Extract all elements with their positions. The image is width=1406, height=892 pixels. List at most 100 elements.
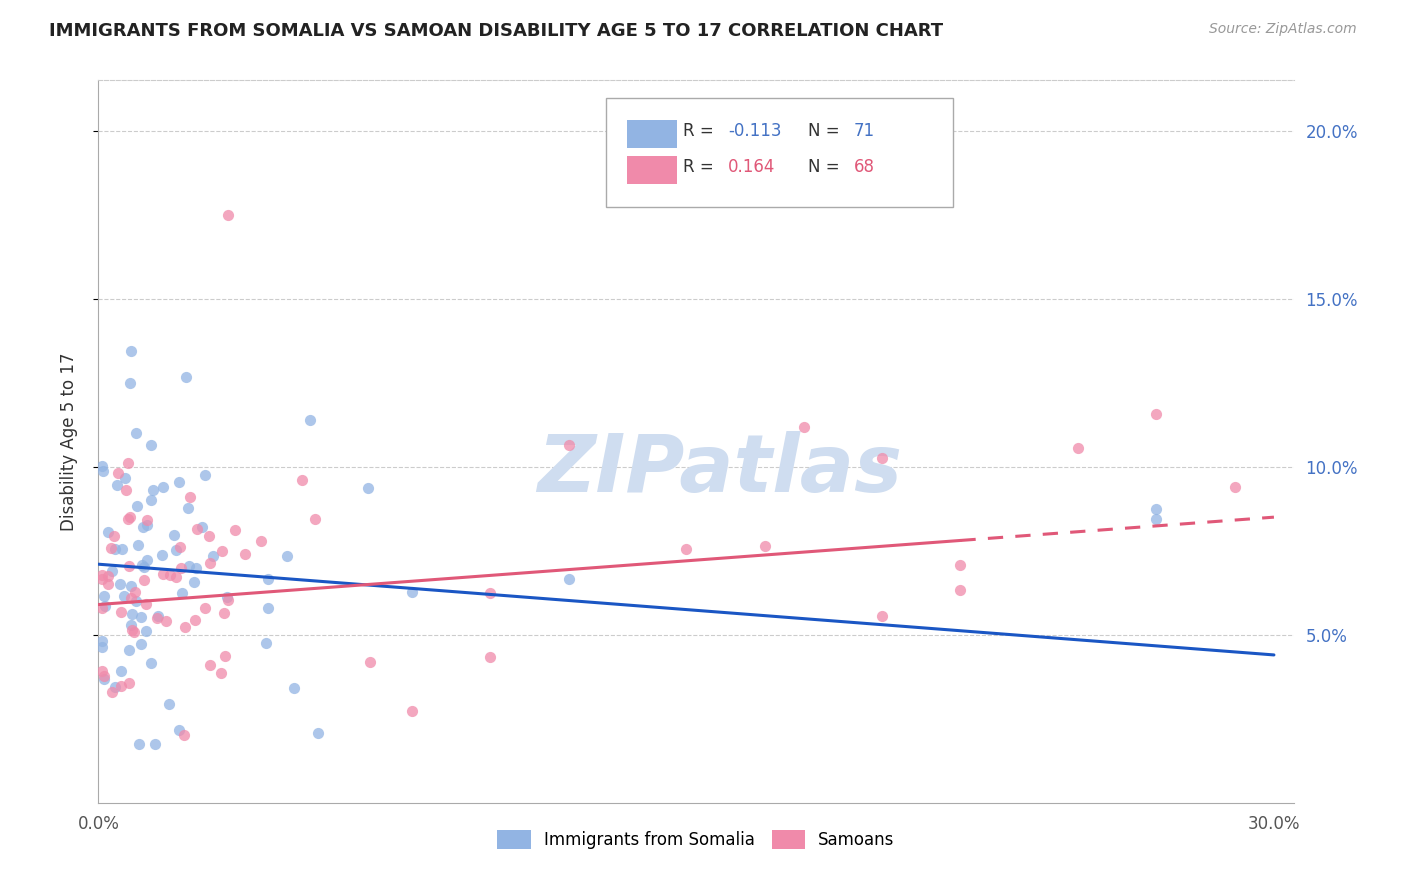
Point	[127, 538, 149, 552]
Point	[104, 681, 127, 695]
Point	[165, 570, 187, 584]
Point	[169, 540, 191, 554]
Point	[128, 737, 150, 751]
Point	[198, 657, 221, 672]
Text: 68: 68	[853, 158, 875, 176]
Point	[124, 585, 146, 599]
Point	[174, 370, 197, 384]
Point	[118, 376, 141, 390]
Text: ZIPatlas: ZIPatlas	[537, 432, 903, 509]
FancyBboxPatch shape	[606, 98, 953, 207]
Point	[105, 478, 128, 492]
Point	[197, 529, 219, 543]
Point	[129, 637, 152, 651]
Point	[152, 480, 174, 494]
Point	[190, 520, 212, 534]
Text: R =: R =	[683, 122, 718, 140]
Point	[165, 543, 187, 558]
Point	[754, 539, 776, 553]
Point	[125, 425, 148, 440]
Point	[675, 542, 697, 557]
Point	[211, 544, 233, 558]
Text: N =: N =	[808, 158, 845, 176]
Point	[118, 510, 141, 524]
Legend: Immigrants from Somalia, Samoans: Immigrants from Somalia, Samoans	[491, 823, 901, 856]
Point	[173, 728, 195, 742]
Point	[179, 490, 201, 504]
Y-axis label: Disability Age 5 to 17: Disability Age 5 to 17	[59, 352, 77, 531]
Point	[212, 606, 235, 620]
Point	[94, 599, 117, 613]
Point	[125, 594, 148, 608]
Point	[143, 738, 166, 752]
Point	[118, 642, 141, 657]
Point	[356, 481, 378, 495]
Point	[250, 534, 273, 549]
Point	[100, 541, 122, 556]
Point	[184, 613, 207, 627]
Point	[159, 568, 181, 582]
Point	[291, 473, 314, 487]
Point	[132, 520, 155, 534]
Point	[177, 500, 200, 515]
Point	[91, 640, 114, 655]
Point	[135, 598, 157, 612]
Point	[135, 513, 157, 527]
Point	[110, 665, 132, 679]
Point	[198, 556, 221, 570]
Point	[114, 589, 136, 603]
Point	[298, 413, 321, 427]
Point	[110, 606, 132, 620]
Point	[117, 512, 139, 526]
Point	[150, 548, 173, 562]
Point	[91, 600, 114, 615]
Point	[114, 483, 136, 498]
Point	[139, 492, 162, 507]
Point	[110, 577, 132, 591]
Text: 71: 71	[853, 122, 875, 140]
Point	[152, 566, 174, 581]
Point	[283, 681, 305, 696]
Point	[121, 624, 143, 638]
Point	[177, 558, 200, 573]
Point	[121, 607, 143, 622]
Point	[93, 589, 115, 603]
Point	[183, 575, 205, 590]
Point	[97, 577, 120, 591]
Point	[91, 464, 114, 478]
Point	[256, 572, 278, 586]
Point	[401, 704, 423, 718]
Point	[1067, 441, 1090, 455]
Point	[211, 666, 233, 681]
Point	[215, 590, 238, 604]
Point	[131, 558, 153, 573]
Text: 0.164: 0.164	[728, 158, 776, 176]
Point	[97, 569, 120, 583]
Point	[1223, 480, 1246, 494]
Point	[202, 549, 225, 563]
Point	[91, 665, 114, 679]
Text: IMMIGRANTS FROM SOMALIA VS SAMOAN DISABILITY AGE 5 TO 17 CORRELATION CHART: IMMIGRANTS FROM SOMALIA VS SAMOAN DISABI…	[49, 22, 943, 40]
Point	[276, 549, 298, 564]
Point	[194, 601, 217, 615]
Point	[214, 648, 236, 663]
Point	[91, 568, 114, 582]
Point	[254, 636, 277, 650]
Point	[120, 591, 142, 606]
Point	[93, 669, 115, 683]
Point	[101, 685, 124, 699]
Point	[103, 542, 125, 557]
Point	[114, 471, 136, 485]
Text: R =: R =	[683, 158, 718, 176]
Point	[91, 572, 114, 586]
Point	[233, 547, 256, 561]
Point	[186, 561, 208, 575]
Point	[110, 679, 132, 693]
Point	[557, 438, 579, 452]
Point	[557, 573, 579, 587]
Point	[134, 560, 156, 574]
Point	[163, 528, 186, 542]
Point	[117, 456, 139, 470]
Point	[120, 343, 142, 358]
Point	[142, 483, 165, 498]
